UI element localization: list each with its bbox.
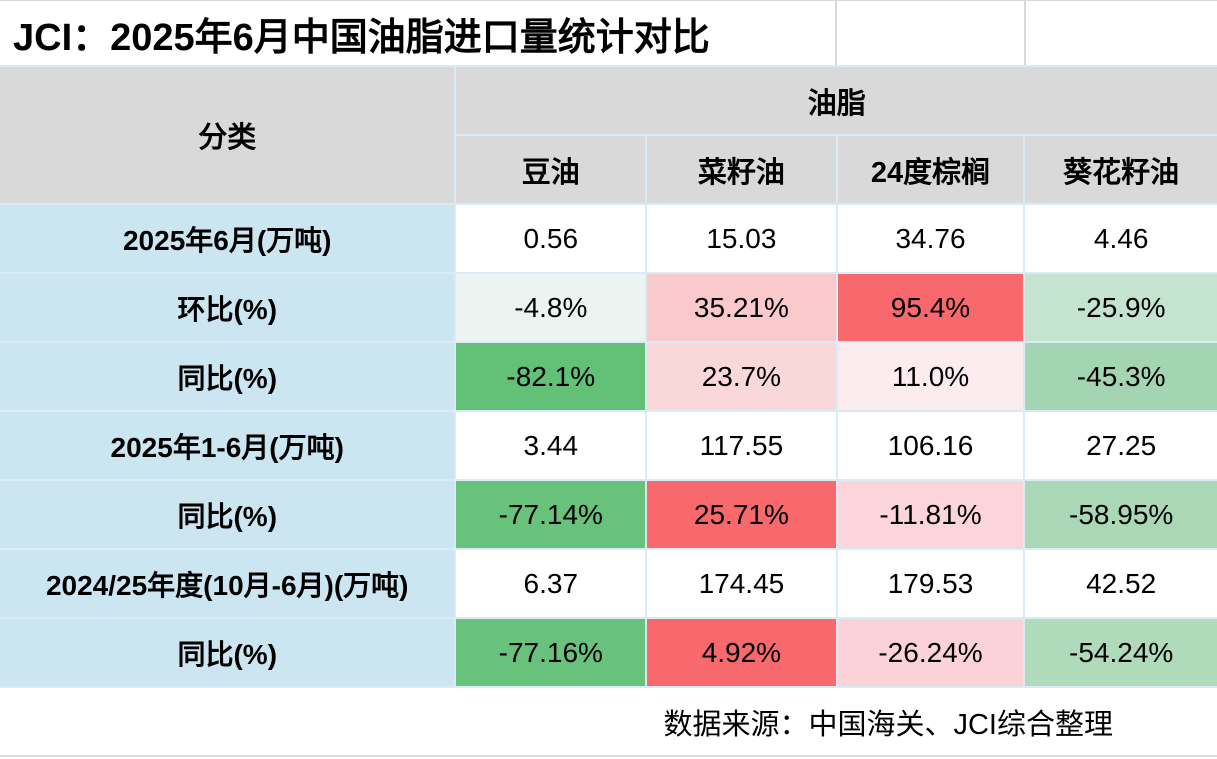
table-row: 2025年6月(万吨) 0.56 15.03 34.76 4.46	[0, 205, 1217, 272]
value-cell: 34.76	[837, 205, 1024, 272]
table-row: 环比(%) -4.8% 35.21% 95.4% -25.9%	[0, 274, 1217, 341]
value-cell: 0.56	[456, 205, 646, 272]
table-body: 2025年6月(万吨) 0.56 15.03 34.76 4.46 环比(%) -4.8% 3…	[0, 205, 1217, 686]
column-header-rapeseed-oil: 菜籽油	[647, 136, 836, 203]
table-row: 同比(%) -77.16% 4.92% -26.24% -54.24%	[0, 619, 1217, 686]
column-header-sunflower-oil: 葵花籽油	[1025, 136, 1217, 203]
value-cell: 117.55	[647, 412, 836, 479]
data-source-note: 数据来源：中国海关、JCI综合整理	[663, 708, 1113, 741]
table-row: 2025年1-6月(万吨) 3.44 117.55 106.16 27.25	[0, 412, 1217, 479]
row-label: 2025年1-6月(万吨)	[0, 412, 455, 479]
row-label: 同比(%)	[0, 343, 455, 410]
column-header-soybean-oil: 豆油	[456, 136, 646, 203]
row-label: 同比(%)	[0, 481, 455, 548]
value-cell: 4.92%	[647, 619, 836, 686]
value-cell: -26.24%	[837, 619, 1024, 686]
value-cell: 4.46	[1025, 205, 1217, 272]
value-cell: 179.53	[837, 550, 1024, 617]
table-row: 2024/25年度(10月-6月)(万吨) 6.37 174.45 179.53 42.…	[0, 550, 1217, 617]
value-cell: -77.16%	[456, 619, 646, 686]
group-header-cell: 油脂	[456, 67, 1217, 134]
value-cell: -45.3%	[1025, 343, 1217, 410]
value-cell: 42.52	[1025, 550, 1217, 617]
category-header-cell: 分类	[0, 67, 455, 203]
header-row-group: 分类 油脂	[0, 67, 1217, 203]
value-cell: 23.7%	[647, 343, 836, 410]
footer-row: 数据来源：中国海关、JCI综合整理	[0, 688, 1217, 757]
value-cell: -82.1%	[456, 343, 646, 410]
value-cell: -11.81%	[837, 481, 1024, 548]
value-cell: 174.45	[647, 550, 836, 617]
value-cell: -58.95%	[1025, 481, 1217, 548]
value-cell: 106.16	[837, 412, 1024, 479]
value-cell: -25.9%	[1025, 274, 1217, 341]
column-header-palm-oil-24: 24度棕榈	[837, 136, 1024, 203]
value-cell: -77.14%	[456, 481, 646, 548]
page-title: JCI：2025年6月中国油脂进口量统计对比	[13, 16, 710, 59]
table-row: 同比(%) -77.14% 25.71% -11.81% -58.95%	[0, 481, 1217, 548]
value-cell: -4.8%	[456, 274, 646, 341]
value-cell: 95.4%	[837, 274, 1024, 341]
value-cell: 15.03	[647, 205, 836, 272]
table-row: 同比(%) -82.1% 23.7% 11.0% -45.3%	[0, 343, 1217, 410]
row-label: 同比(%)	[0, 619, 455, 686]
title-row: JCI：2025年6月中国油脂进口量统计对比	[0, 1, 1217, 65]
title-gridline	[835, 1, 837, 65]
value-cell: 3.44	[456, 412, 646, 479]
value-cell: 6.37	[456, 550, 646, 617]
title-gridline	[1024, 1, 1026, 65]
row-label: 2024/25年度(10月-6月)(万吨)	[0, 550, 455, 617]
value-cell: -54.24%	[1025, 619, 1217, 686]
value-cell: 11.0%	[837, 343, 1024, 410]
value-cell: 25.71%	[647, 481, 836, 548]
row-label: 2025年6月(万吨)	[0, 205, 455, 272]
header-row-columns: 豆油 菜籽油 24度棕榈 葵花籽油	[0, 136, 1217, 203]
value-cell: 27.25	[1025, 412, 1217, 479]
import-stats-table: 分类 油脂 豆油 菜籽油 24度棕榈 葵花籽油 2025年6月(万吨) 0.56 1…	[0, 65, 1217, 688]
value-cell: 35.21%	[647, 274, 836, 341]
row-label: 环比(%)	[0, 274, 455, 341]
